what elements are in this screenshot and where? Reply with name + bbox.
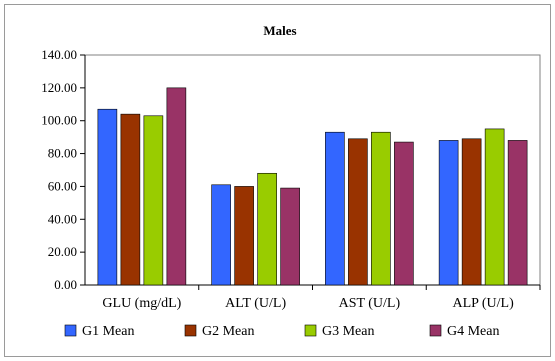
x-category-label: ALP (U/L) — [452, 296, 514, 311]
y-tick-label: 20.00 — [48, 244, 77, 259]
bar-g4-mean — [166, 87, 187, 286]
legend-swatch — [429, 324, 442, 337]
y-tick-label: 80.00 — [48, 146, 77, 161]
bar-g4-mean — [280, 187, 300, 286]
y-tick-label: 120.00 — [41, 80, 77, 95]
legend-label: G2 Mean — [202, 324, 255, 339]
bar-g1-mean — [325, 131, 345, 286]
bar-chart: Males 0.00 20.00 40.00 60.00 80.00 100.00 120.… — [41, 23, 541, 339]
y-tick-label: 60.00 — [48, 178, 77, 193]
y-tick-label: 100.00 — [41, 113, 77, 128]
bar-g1-mean — [438, 140, 459, 286]
legend-label: G3 Mean — [322, 324, 375, 339]
bar-g4-mean — [394, 141, 414, 286]
x-category-label: AST (U/L) — [339, 296, 401, 311]
legend-label: G4 Mean — [447, 324, 500, 339]
bar-g3-mean — [143, 115, 164, 286]
legend-swatch — [304, 324, 317, 337]
bar-g1-mean — [211, 184, 231, 286]
x-category-label: GLU (mg/dL) — [102, 296, 181, 311]
y-tick-label: 0.00 — [54, 277, 77, 292]
bar-g2-mean — [348, 138, 368, 286]
legend-swatch — [184, 324, 197, 337]
x-category-label: ALT (U/L) — [225, 296, 286, 311]
legend-swatch — [64, 324, 77, 337]
legend: G1 Mean G2 Mean G3 Mean G4 Mean — [64, 324, 500, 339]
bar-g1-mean — [97, 108, 118, 286]
chart-container: Males 0.00 20.00 40.00 60.00 80.00 100.00 120.… — [4, 4, 551, 357]
legend-label: G1 Mean — [82, 324, 135, 339]
bar-g3-mean — [257, 172, 277, 286]
bar-g3-mean — [371, 131, 391, 286]
bar-g2-mean — [461, 138, 482, 286]
chart-title: Males — [263, 23, 296, 38]
bar-g2-mean — [234, 186, 254, 286]
bar-g3-mean — [484, 128, 505, 286]
y-tick-label: 140.00 — [41, 47, 77, 62]
bar-g4-mean — [507, 140, 528, 286]
plot-area: 0.00 20.00 40.00 60.00 80.00 100.00 120.00 140.… — [41, 47, 541, 311]
bar-g2-mean — [120, 113, 141, 286]
y-tick-label: 40.00 — [48, 211, 77, 226]
